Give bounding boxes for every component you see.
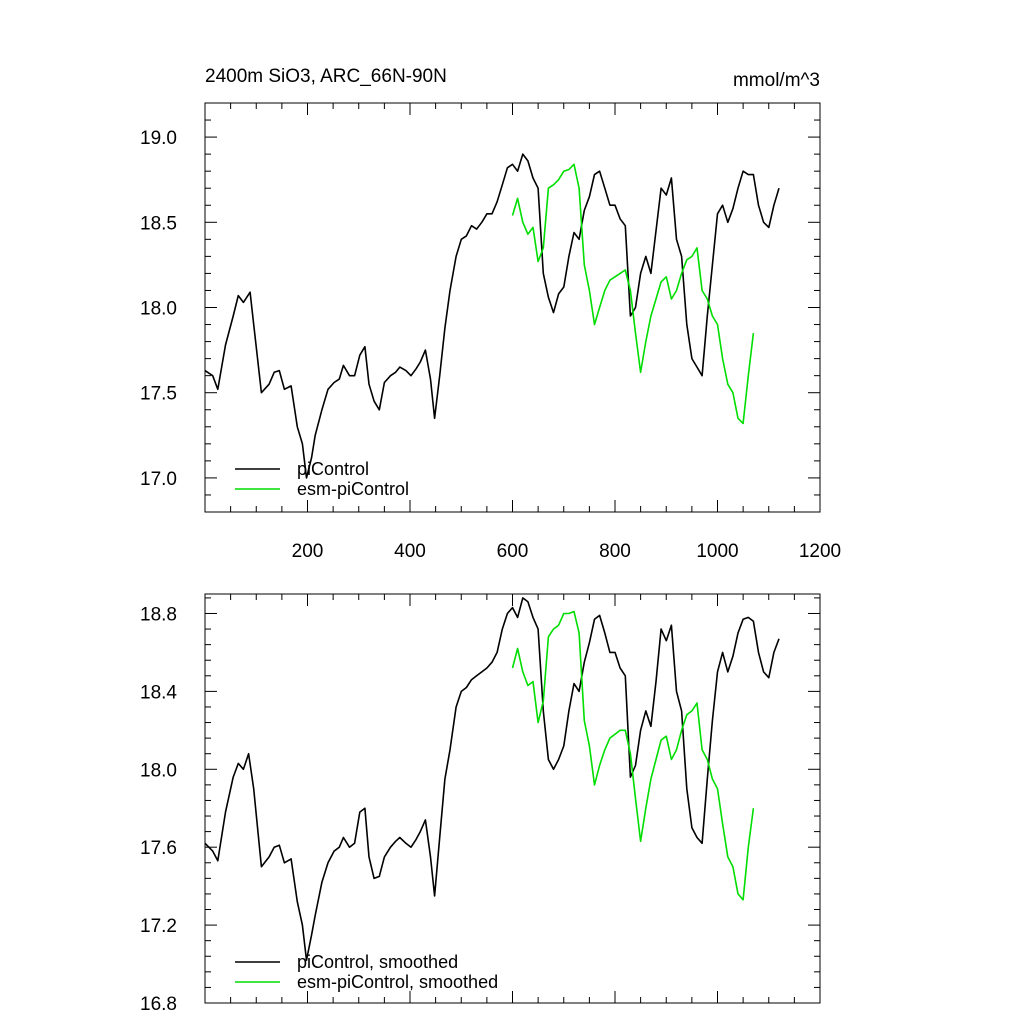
y-tick-label: 18.8 bbox=[140, 604, 177, 625]
x-tick-label: 800 bbox=[599, 541, 631, 562]
series-lines bbox=[204, 597, 780, 961]
tick-marks bbox=[205, 594, 821, 1004]
plot-frame bbox=[204, 593, 821, 1004]
legend-label-esm-picontrol-smoothed: esm-piControl, smoothed bbox=[297, 972, 498, 992]
y-tick-label: 16.8 bbox=[140, 994, 177, 1015]
y-tick-label: 17.2 bbox=[140, 916, 177, 937]
y-tick-labels: 17.0 17.5 18.0 18.5 19.0 bbox=[140, 128, 177, 490]
y-tick-label: 18.5 bbox=[140, 213, 177, 234]
x-tick-label: 1200 bbox=[799, 541, 841, 562]
x-tick-labels: 200 400 600 800 1000 1200 bbox=[292, 541, 841, 562]
legend-label-picontrol-smoothed: piControl, smoothed bbox=[297, 952, 458, 972]
y-tick-labels: 16.8 17.2 17.6 18.0 18.4 18.8 bbox=[140, 604, 177, 1015]
x-tick-label: 200 bbox=[292, 541, 324, 562]
x-tick-label: 400 bbox=[394, 541, 426, 562]
series-lines bbox=[204, 153, 780, 479]
legend-label-picontrol: piControl bbox=[297, 459, 369, 479]
series-line-0 bbox=[204, 597, 780, 961]
legend: piControl, smoothed esm-piControl, smoot… bbox=[235, 952, 498, 992]
series-line-0 bbox=[204, 153, 780, 479]
panel-smoothed: 16.8 17.2 17.6 18.0 18.4 18.8 piControl, smoo… bbox=[140, 593, 821, 1015]
legend: piControl esm-piControl bbox=[235, 459, 409, 499]
x-tick-label: 1000 bbox=[696, 541, 738, 562]
panel-raw: 2400m SiO3, ARC_66N-90N mmol/m^3 17.017.… bbox=[140, 66, 841, 562]
tick-marks bbox=[205, 102, 821, 513]
units-label: mmol/m^3 bbox=[733, 70, 820, 91]
series-line-1 bbox=[511, 610, 755, 901]
legend-label-esm-picontrol: esm-piControl bbox=[297, 479, 409, 499]
y-tick-label: 17.6 bbox=[140, 838, 177, 859]
y-tick-label: 18.0 bbox=[140, 760, 177, 781]
y-tick-label: 19.0 bbox=[140, 128, 177, 149]
x-tick-label: 600 bbox=[497, 541, 529, 562]
y-tick-label: 18.0 bbox=[140, 299, 177, 320]
series-line-1 bbox=[511, 163, 755, 425]
chart-title: 2400m SiO3, ARC_66N-90N bbox=[205, 66, 447, 87]
y-tick-label: 18.4 bbox=[140, 682, 177, 703]
y-tick-label: 17.5 bbox=[140, 384, 177, 405]
y-tick-label: 17.0 bbox=[140, 469, 177, 490]
